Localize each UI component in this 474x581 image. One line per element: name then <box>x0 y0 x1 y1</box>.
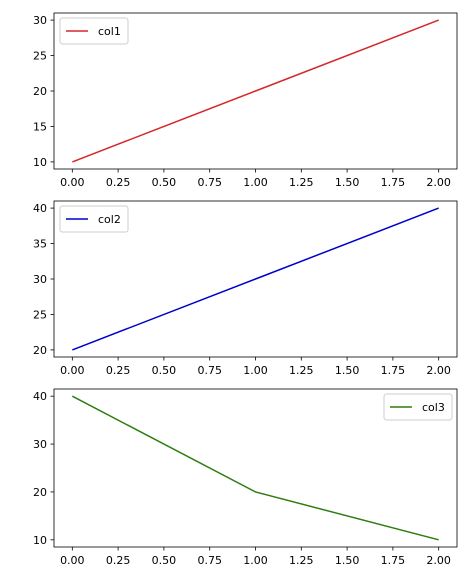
subplot-2-x-tick-label: 1.75 <box>381 364 406 377</box>
subplot-2-y-tick-label: 40 <box>33 202 47 215</box>
subplot-2-x-tick-label: 1.50 <box>335 364 360 377</box>
subplot-1-series-col1 <box>72 19 439 163</box>
subplot-2-x-tick-label: 0.25 <box>106 364 131 377</box>
subplot-3-series-col3 <box>71 395 439 541</box>
subplot-2-x-tick-label: 1.00 <box>243 364 268 377</box>
subplot-1-x-tick-label: 1.75 <box>381 176 406 189</box>
subplot-2-y-tick-label: 20 <box>33 344 47 357</box>
subplot-1-y-tick-label: 30 <box>33 14 47 27</box>
subplot-2-x-tick-label: 1.25 <box>289 364 314 377</box>
subplot-1-x-tick-label: 0.25 <box>106 176 131 189</box>
subplot-2-y-tick-label: 35 <box>33 238 47 251</box>
subplot-1-y-tick-label: 15 <box>33 120 47 133</box>
subplot-1-legend-label: col1 <box>98 25 121 38</box>
subplot-1-legend-box <box>59 17 129 45</box>
subplot-2-series-col2 <box>72 207 439 351</box>
subplot-3-x-tick-label: 0.50 <box>152 554 177 567</box>
subplot-1-y-tick-label: 20 <box>33 85 47 98</box>
subplot-2-x-tick-label: 0.50 <box>152 364 177 377</box>
subplot-2-legend: col2 <box>59 205 129 233</box>
subplot-3: 0.00 0.25 0.50 0.75 1.00 1.25 1.50 1.75 2.00 10 20… <box>33 388 458 567</box>
subplot-1-y-tick-label: 25 <box>33 50 47 63</box>
subplot-3-x-tick-label: 1.75 <box>381 554 406 567</box>
subplot-1-x-tick-label: 0.00 <box>60 176 85 189</box>
subplot-3-y-tick-label: 20 <box>33 486 47 499</box>
subplot-3-legend-label: col3 <box>422 401 445 414</box>
subplot-2-y-tick-label: 30 <box>33 273 47 286</box>
subplot-3-x-tick-label: 1.50 <box>335 554 360 567</box>
subplot-1-x-tick-label: 0.75 <box>197 176 222 189</box>
subplot-1-x-tick-label: 1.25 <box>289 176 314 189</box>
subplot-2-x-tick-label: 0.75 <box>197 364 222 377</box>
subplot-1-legend: col1 <box>59 17 129 45</box>
subplot-2-y-tick-label: 25 <box>33 308 47 321</box>
subplot-1-x-tick-label: 1.50 <box>335 176 360 189</box>
subplot-3-x-tick-label: 1.00 <box>243 554 268 567</box>
subplot-3-y-tick-label: 40 <box>33 390 47 403</box>
subplot-1-x-tick-label: 1.00 <box>243 176 268 189</box>
subplot-3-legend-box <box>383 393 453 421</box>
subplot-1: 0.00 0.25 0.50 0.75 1.00 1.25 1.50 1.75 2.00 10 15… <box>33 12 458 189</box>
subplot-3-axes-frame <box>53 388 458 548</box>
subplot-2: 0.00 0.25 0.50 0.75 1.00 1.25 1.50 1.75 2.00 20 25… <box>33 200 458 377</box>
subplot-2-legend-box <box>59 205 129 233</box>
subplot-3-x-tick-label: 0.25 <box>106 554 131 567</box>
subplot-1-y-tick-label: 10 <box>33 156 47 169</box>
subplot-3-x-tick-label: 0.00 <box>60 554 85 567</box>
subplot-3-legend: col3 <box>383 393 453 421</box>
subplot-2-x-tick-label: 2.00 <box>426 364 451 377</box>
subplot-3-x-tick-label: 2.00 <box>426 554 451 567</box>
subplot-3-y-tick-label: 10 <box>33 534 47 547</box>
subplot-1-x-tick-label: 0.50 <box>152 176 177 189</box>
subplot-2-x-tick-label: 0.00 <box>60 364 85 377</box>
subplot-3-x-tick-label: 0.75 <box>197 554 222 567</box>
subplot-3-y-tick-label: 30 <box>33 438 47 451</box>
subplot-1-x-tick-label: 2.00 <box>426 176 451 189</box>
subplot-3-x-tick-label: 1.25 <box>289 554 314 567</box>
subplot-2-legend-label: col2 <box>98 213 121 226</box>
